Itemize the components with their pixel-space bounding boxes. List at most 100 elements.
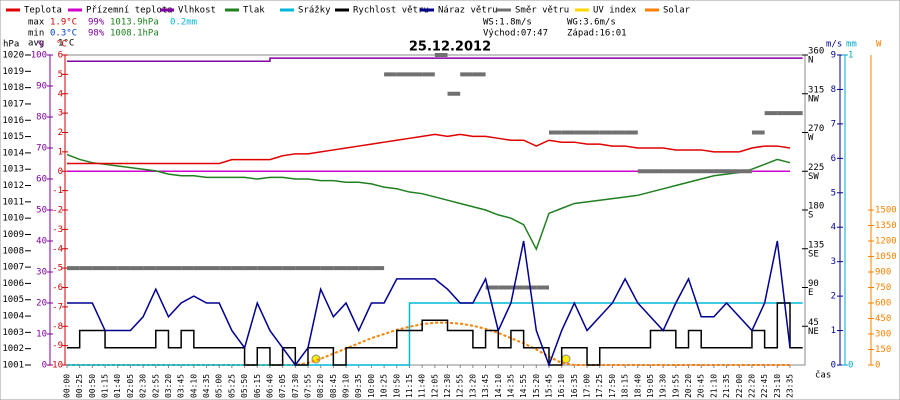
y-tick-label: 1003 — [2, 328, 24, 338]
y-tick-label: 750 — [875, 283, 891, 293]
y-tick-label: 6 — [831, 154, 836, 164]
y-tick-label: -3 — [52, 225, 63, 235]
y-tick-label: 315 — [808, 85, 824, 95]
y-tick-label: -9 — [52, 341, 63, 351]
y-tick-label: 4 — [831, 223, 836, 233]
y-tick-label: 1200 — [875, 237, 897, 247]
direction-segment — [739, 169, 752, 174]
direction-segment — [447, 91, 461, 96]
direction-segment — [599, 130, 613, 135]
series-line — [67, 133, 791, 165]
direction-segment — [472, 72, 486, 77]
x-tick-label: 11:40 — [418, 374, 427, 398]
x-tick-label: 17:50 — [608, 374, 617, 398]
y-tick-label: 1350 — [875, 221, 897, 231]
x-tick-label: 04:35 — [202, 374, 211, 398]
legend-label: Přízemní teplota — [86, 6, 173, 16]
direction-segment — [409, 72, 423, 77]
stat: 1°C — [58, 39, 74, 49]
stat: Západ:16:01 — [567, 29, 627, 39]
direction-segment — [777, 111, 790, 116]
y-tick-label: 45 — [808, 318, 819, 328]
direction-segment — [257, 266, 270, 271]
direction-segment — [168, 266, 182, 271]
axis-title: m/s — [826, 40, 842, 50]
compass-label: SE — [808, 249, 819, 259]
axis-title: °C — [56, 40, 67, 50]
x-tick-label: 19:05 — [646, 374, 655, 398]
direction-segment — [231, 266, 245, 271]
x-tick-label: 16:35 — [570, 374, 579, 398]
x-tick-label: 10:50 — [392, 374, 401, 398]
direction-segment — [181, 266, 194, 271]
x-tick-label: 10:00 — [367, 374, 376, 398]
y-tick-label: 5 — [831, 188, 836, 198]
y-tick-label: 150 — [875, 345, 891, 355]
x-tick-label: 11:15 — [405, 374, 414, 398]
x-tick-label: 04:10 — [189, 374, 198, 398]
axis-title: hPa — [3, 40, 19, 50]
x-tick-label: 13:45 — [481, 374, 490, 398]
x-tick-label: 16:10 — [557, 374, 566, 398]
direction-segment — [193, 266, 207, 271]
x-tick-label: 09:10 — [342, 374, 351, 398]
direction-segment — [333, 266, 347, 271]
stat: Východ:07:47 — [483, 29, 548, 39]
direction-segment — [498, 285, 511, 290]
y-tick-label: 1014 — [2, 148, 24, 158]
stat: max — [28, 18, 45, 28]
y-tick-label: -7 — [52, 302, 63, 312]
x-tick-label: 18:40 — [633, 374, 642, 398]
y-tick-label: 40 — [36, 237, 47, 247]
x-tick-label: 15:45 — [545, 374, 554, 398]
y-tick-label: -1 — [52, 186, 63, 196]
direction-segment — [561, 130, 575, 135]
series-line — [67, 240, 791, 368]
y-tick-label: 1018 — [2, 83, 24, 93]
y-tick-label: 1012 — [2, 181, 24, 191]
y-tick-label: 9 — [831, 51, 836, 61]
y-tick-label: 1009 — [2, 230, 24, 240]
x-tick-label: 02:55 — [151, 374, 160, 398]
x-tick-label: 14:10 — [494, 374, 503, 398]
direction-segment — [422, 72, 435, 77]
direction-segment — [549, 130, 562, 135]
y-tick-label: 1013 — [2, 165, 24, 175]
y-tick-label: 3 — [58, 109, 63, 119]
direction-segment — [320, 266, 334, 271]
y-tick-label: 60 — [36, 175, 47, 185]
direction-segment — [510, 285, 524, 290]
compass-label: W — [808, 133, 814, 143]
y-tick-label: 300 — [875, 330, 891, 340]
stat: min — [28, 29, 44, 39]
direction-segment — [675, 169, 689, 174]
y-tick-label: 1 — [831, 326, 836, 336]
x-tick-label: 13:20 — [468, 374, 477, 398]
x-tick-label: 05:00 — [215, 374, 224, 398]
y-tick-label: 1019 — [2, 67, 24, 77]
direction-segment — [701, 169, 714, 174]
y-tick-label: 1020 — [2, 51, 24, 61]
compass-label: NE — [808, 327, 819, 337]
direction-segment — [536, 285, 549, 290]
direction-segment — [105, 266, 118, 271]
y-tick-label: 1010 — [2, 214, 24, 224]
y-tick-label: 270 — [808, 124, 824, 134]
direction-segment — [219, 266, 232, 271]
x-tick-label: 22:45 — [760, 374, 769, 398]
y-tick-label: 0 — [42, 361, 47, 371]
legend-label: Rychlost větru — [353, 6, 429, 16]
x-tick-label: 02:30 — [139, 374, 148, 398]
stat: 1.9°C — [50, 18, 77, 28]
x-tick-label: 00:25 — [75, 374, 84, 398]
direction-segment — [751, 130, 765, 135]
y-tick-label: 360 — [808, 47, 824, 57]
x-tick-label: 22:20 — [747, 374, 756, 398]
x-tick-label: 00:00 — [63, 374, 72, 398]
y-tick-label: 1004 — [2, 312, 24, 322]
y-tick-label: 7 — [831, 119, 836, 129]
direction-segment — [92, 266, 106, 271]
x-tick-label: 12:05 — [430, 374, 439, 398]
direction-segment — [434, 53, 448, 57]
